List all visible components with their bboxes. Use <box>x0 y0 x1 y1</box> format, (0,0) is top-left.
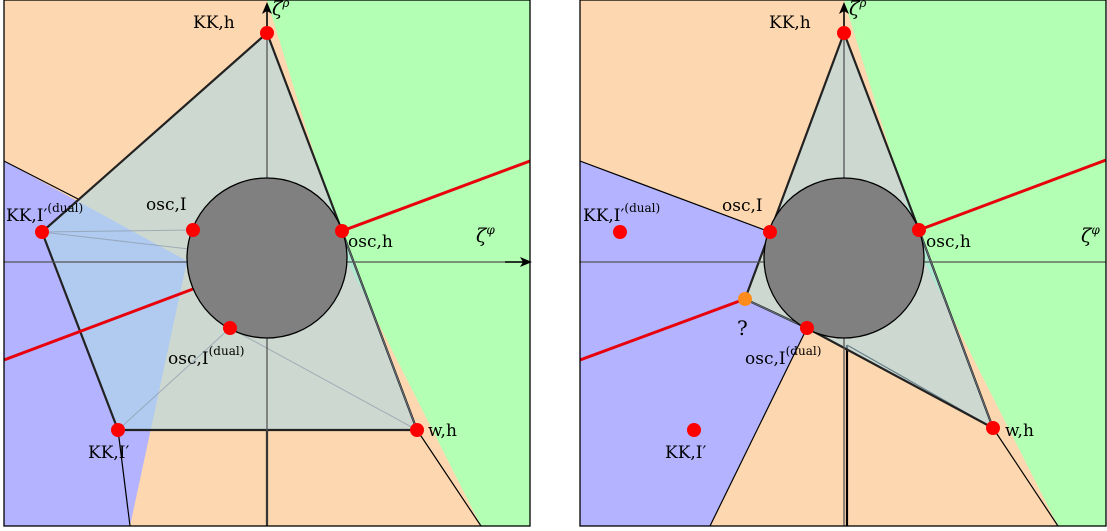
boundary-line <box>992 427 1059 526</box>
green-region <box>844 0 1106 526</box>
label-kk-h: KK,h <box>769 13 811 33</box>
disk <box>763 177 925 339</box>
label-w-h: w,h <box>428 421 457 441</box>
boundary-line <box>580 160 771 233</box>
point-unknown <box>738 292 752 306</box>
label-kk-i-dual: KK,I′(dual) <box>6 201 83 226</box>
point-osc-i <box>186 223 200 237</box>
red-line <box>341 159 530 233</box>
label-w-h: w,h <box>1005 421 1034 441</box>
point-w-h <box>986 421 1000 435</box>
label-osc-i-dual: osc,I(dual) <box>745 344 821 369</box>
axis-label-horizontal: ζφ <box>1081 223 1100 247</box>
label-osc-h: osc,h <box>348 232 393 252</box>
point-osc-i-dual <box>800 321 814 335</box>
right-panel-labels: KK,h ζρ ζφ osc,h osc,I KK,I′(dual) osc,I… <box>583 0 1100 463</box>
boundary-line <box>117 429 131 526</box>
label-kk-h: KK,h <box>193 13 235 33</box>
label-osc-i: osc,I <box>146 195 187 215</box>
point-osc-i <box>763 225 777 239</box>
purple-region <box>580 161 807 526</box>
label-unknown: ? <box>737 316 748 340</box>
label-osc-i-dual: osc,I(dual) <box>168 344 244 369</box>
red-line <box>4 287 194 362</box>
boundary-line <box>416 429 482 526</box>
point-kk-i-prime <box>111 423 125 437</box>
label-osc-h: osc,h <box>926 232 971 252</box>
points <box>35 26 424 437</box>
point-osc-h <box>335 224 349 238</box>
label-osc-i: osc,I <box>722 196 763 216</box>
boundary-line <box>4 160 81 201</box>
boundary-line <box>709 327 808 526</box>
point-kk-h <box>260 26 274 40</box>
point-kk-i-prime <box>687 423 701 437</box>
right-panel-frame <box>579 0 1107 527</box>
left-panel-labels: KK,h ζρ ζφ osc,h osc,I KK,I′(dual) osc,I… <box>6 0 495 463</box>
label-kk-i-prime: KK,I′ <box>88 443 130 463</box>
point-osc-h <box>912 223 926 237</box>
red-line <box>918 158 1106 232</box>
red-line <box>580 297 746 362</box>
points <box>613 26 1000 437</box>
point-kk-i-dual <box>613 225 627 239</box>
label-kk-i-prime: KK,I′ <box>665 443 707 463</box>
point-kk-i-dual <box>35 225 49 239</box>
point-kk-h <box>837 26 851 40</box>
label-kk-i-dual: KK,I′(dual) <box>583 201 660 226</box>
point-w-h <box>410 423 424 437</box>
axis-label-vertical: ζρ <box>849 0 866 20</box>
left-panel <box>4 0 530 526</box>
point-osc-i-dual <box>223 321 237 335</box>
axis-label-horizontal: ζφ <box>476 223 495 247</box>
right-panel <box>580 0 1106 526</box>
axis-label-vertical: ζρ <box>272 0 289 20</box>
disk <box>186 177 348 339</box>
green-region <box>267 0 530 526</box>
